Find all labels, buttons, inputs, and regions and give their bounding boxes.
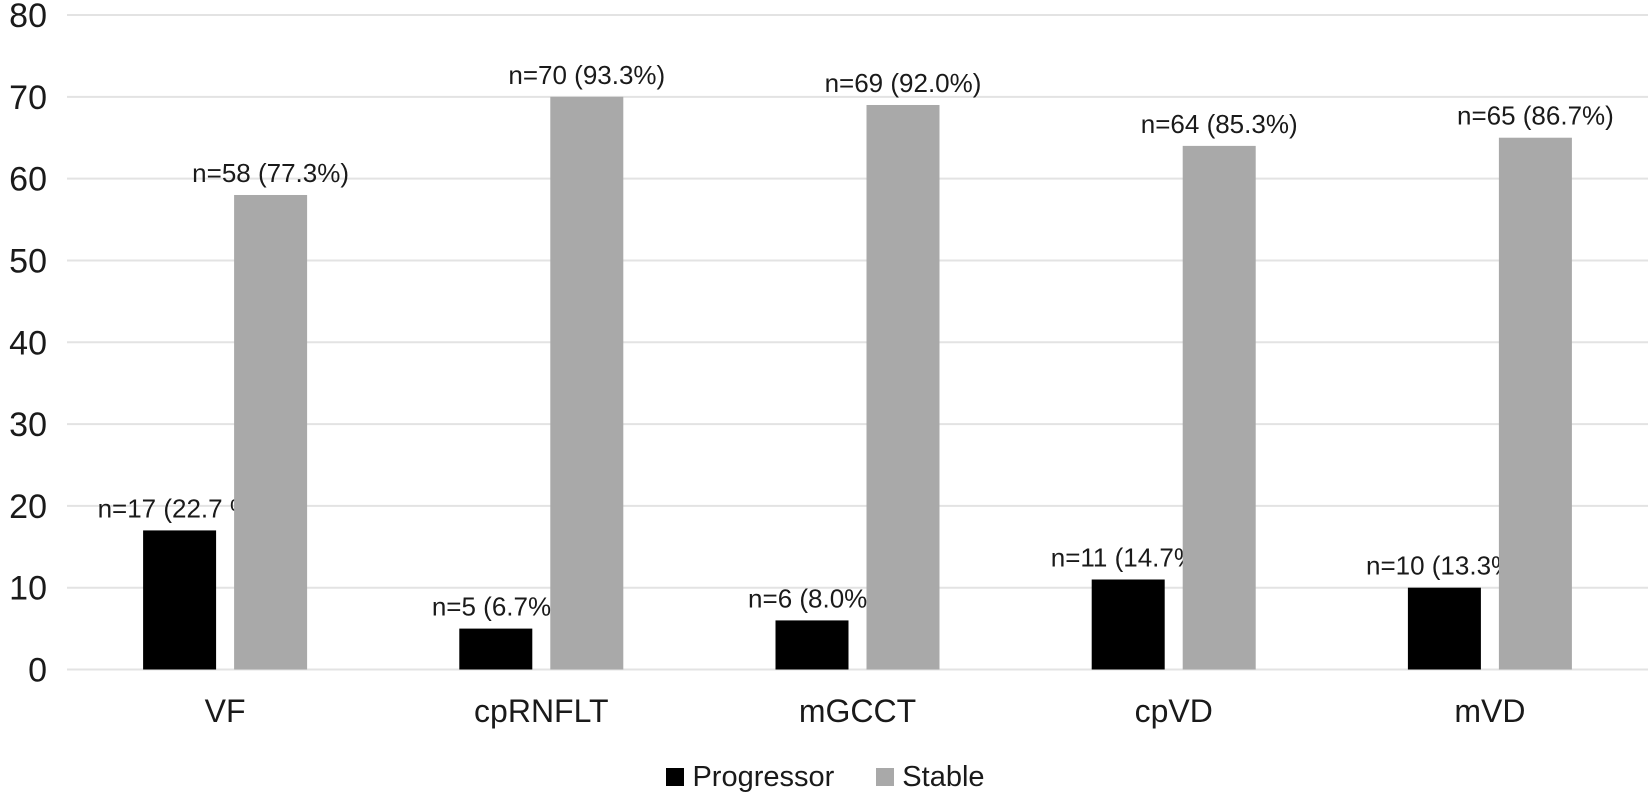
y-axis-tick-label: 20 — [9, 488, 47, 526]
bar-value-label: n=5 (6.7%) — [432, 592, 560, 622]
x-axis-category-label: cpRNFLT — [474, 693, 609, 729]
bar-progressor-cprnflt — [459, 628, 533, 670]
bar-value-label: n=69 (92.0%) — [825, 68, 982, 98]
y-axis-tick-label: 0 — [28, 652, 47, 690]
stable-swatch-icon — [876, 768, 895, 786]
x-axis-category-label: cpVD — [1135, 693, 1213, 729]
y-axis-tick-label: 10 — [9, 570, 47, 608]
bar-stable-cprnflt — [550, 96, 624, 670]
bar-stable-cpvd — [1182, 145, 1256, 670]
x-axis-category-label: VF — [205, 693, 246, 729]
bar-value-label: n=58 (77.3%) — [192, 158, 349, 188]
x-axis-category-label: mGCCT — [799, 693, 916, 729]
bar-stable-mvd — [1498, 137, 1572, 670]
bar-stable-mgcct — [866, 104, 940, 670]
bar-value-label: n=11 (14.7%) — [1051, 543, 1206, 573]
bar-progressor-mvd — [1407, 587, 1481, 670]
legend-label: Stable — [902, 760, 985, 793]
legend-item-progressor: Progressor — [666, 760, 835, 793]
bar-stable-vf — [234, 194, 308, 670]
bar-value-label: n=6 (8.0%) — [748, 583, 876, 613]
y-axis-tick-label: 50 — [9, 242, 47, 280]
legend: Progressor Stable — [0, 755, 1651, 799]
y-axis-tick-label: 80 — [9, 0, 47, 35]
bar-value-label: n=70 (93.3%) — [508, 60, 665, 90]
bar-progressor-cpvd — [1091, 579, 1165, 670]
bar-value-label: n=65 (86.7%) — [1457, 101, 1614, 131]
y-axis-tick-label: 30 — [9, 406, 47, 444]
bar-value-label: n=10 (13.3%) — [1366, 551, 1523, 581]
progressor-swatch-icon — [666, 768, 685, 786]
legend-label: Progressor — [692, 760, 835, 793]
bar-value-label: n=64 (85.3%) — [1141, 109, 1298, 139]
legend-item-stable: Stable — [876, 760, 985, 793]
y-axis-tick-label: 70 — [9, 79, 47, 117]
x-axis-category-label: mVD — [1454, 693, 1525, 729]
y-axis-tick-label: 40 — [9, 324, 47, 362]
bar-progressor-mgcct — [775, 620, 849, 670]
y-axis-tick-label: 60 — [9, 161, 47, 199]
bar-progressor-vf — [143, 530, 217, 670]
